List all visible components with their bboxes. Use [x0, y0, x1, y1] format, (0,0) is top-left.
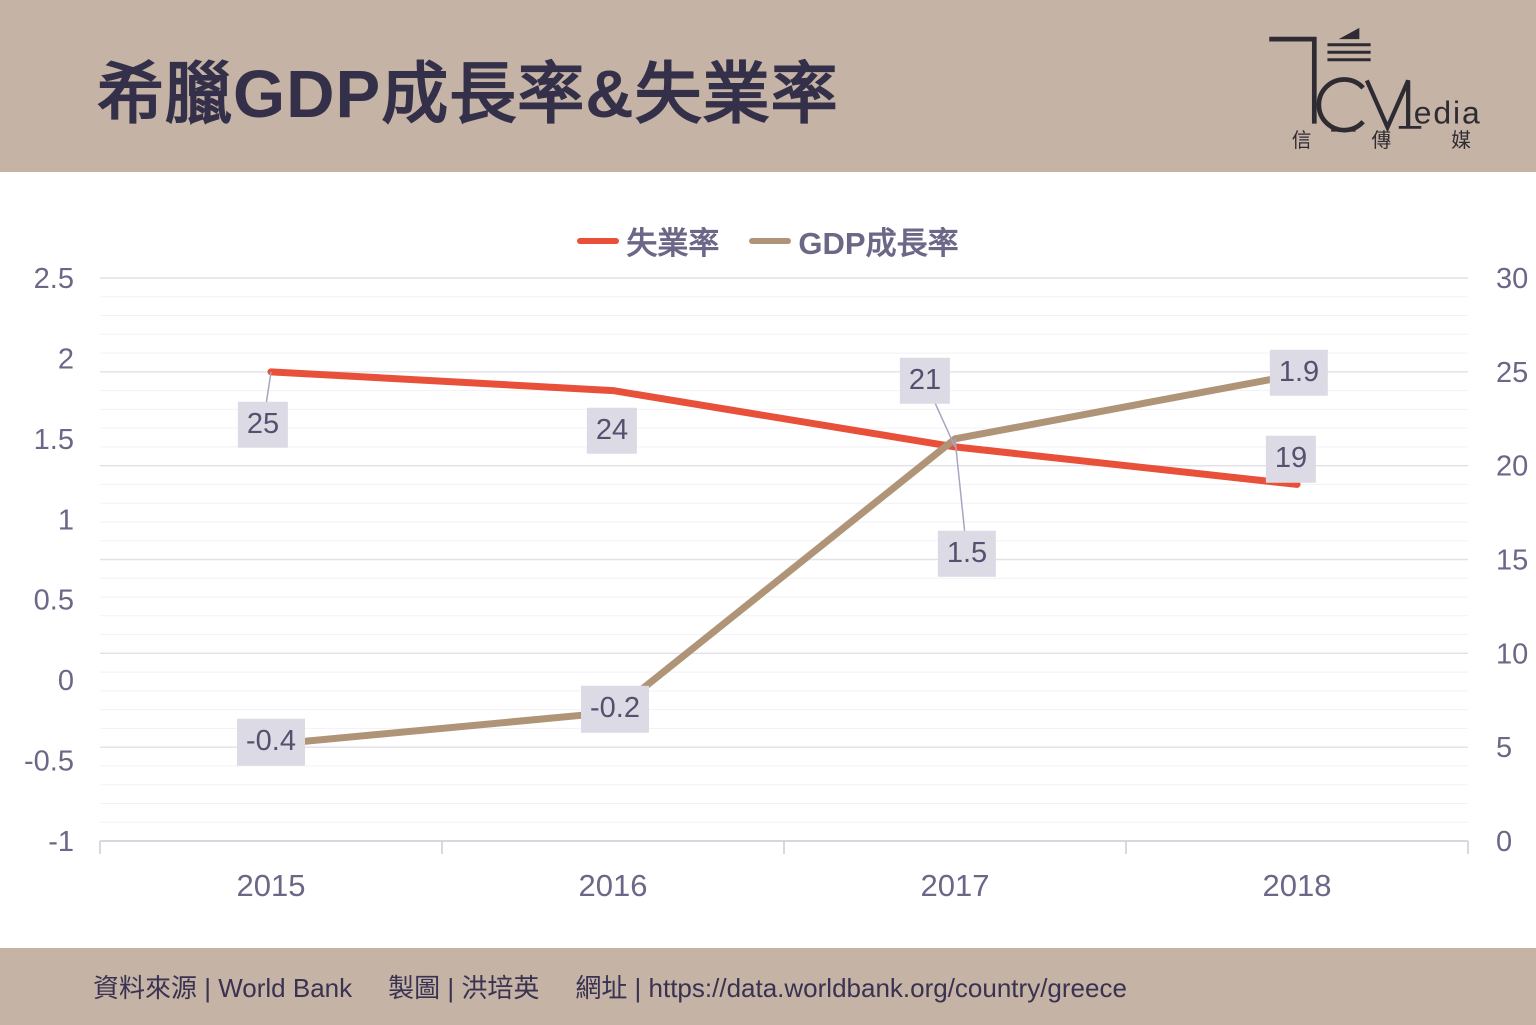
footer-band: 資料來源 | World Bank 製圖 | 洪培英 網址 | https://…: [0, 948, 1536, 1025]
data-label: -0.2: [581, 686, 649, 733]
legend-item-unemployment: 失業率: [577, 218, 719, 263]
logo-letter-m: [1364, 79, 1411, 133]
header-band: [0, 0, 1536, 172]
data-label: 1.9: [1269, 349, 1329, 396]
y-axis-label-left: 2.5: [34, 263, 74, 295]
data-label: -0.4: [237, 719, 305, 766]
source-credit: 資料來源 | World Bank: [93, 973, 353, 1003]
y-axis-label-left: -1: [48, 826, 74, 858]
data-label: 24: [586, 407, 638, 454]
legend-label: GDP成長率: [798, 226, 959, 261]
y-axis-label-left: 0: [58, 665, 74, 697]
logo-hook-stroke: [1269, 36, 1317, 124]
page-title: 希臘GDP成長率&失業率: [97, 57, 839, 132]
y-axis-label-left: 0.5: [34, 585, 74, 617]
legend-item-gdp: GDP成長率: [749, 218, 959, 263]
y-axis-label-right: 0: [1496, 826, 1512, 858]
y-axis-label-right: 25: [1496, 357, 1528, 389]
data-label: 19: [1265, 436, 1317, 483]
logo-latin-text: edia: [1414, 95, 1482, 131]
y-axis-label-right: 20: [1496, 451, 1528, 483]
y-axis-label-right: 30: [1496, 263, 1528, 295]
logo-flag-icon: [1338, 27, 1360, 40]
y-axis-label-right: 5: [1496, 732, 1512, 764]
y-axis-label-right: 15: [1496, 545, 1528, 577]
legend-label: 失業率: [626, 226, 720, 261]
data-label: 25: [237, 401, 289, 449]
y-axis-label-left: 1: [58, 504, 74, 536]
data-label: 1.5: [937, 530, 997, 578]
y-axis-label-right: 10: [1496, 638, 1528, 670]
cmmedia-logo: edia 信傳媒: [1269, 27, 1502, 152]
data-label: 21: [899, 357, 951, 405]
x-axis-label: 2017: [921, 868, 990, 903]
logo-cjk-text: 信傳媒: [1292, 130, 1502, 152]
source-url: 網址 | https://data.worldbank.org/country/…: [575, 973, 1127, 1003]
x-axis-label: 2015: [237, 868, 306, 903]
unemployment-line: [267, 368, 1301, 488]
y-axis-label-left: -0.5: [24, 746, 74, 778]
chart-legend: 失業率 GDP成長率: [0, 218, 1536, 263]
x-axis-label: 2016: [579, 868, 648, 903]
x-axis-label: 2018: [1263, 868, 1332, 903]
y-axis-label-left: 2: [58, 343, 74, 375]
gdp-line-swatch: [749, 237, 792, 244]
gdp-line: [267, 371, 1301, 748]
y-axis-label-left: 1.5: [34, 424, 74, 456]
author-credit: 製圖 | 洪培英: [388, 973, 540, 1003]
unemployment-line-swatch: [577, 237, 620, 244]
